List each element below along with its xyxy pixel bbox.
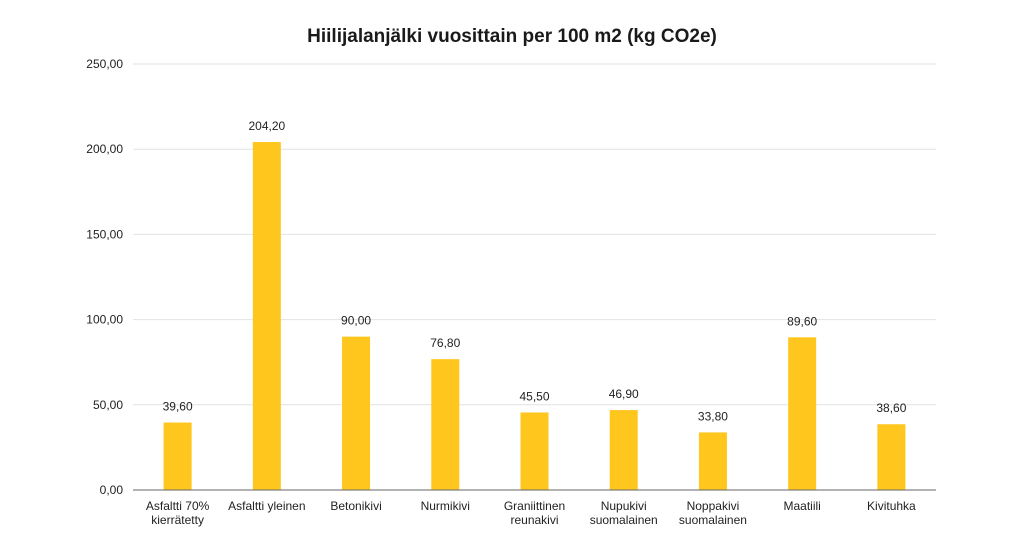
data-label: 45,50 — [519, 389, 549, 403]
category-label: reunakivi — [510, 513, 558, 527]
category-label: Noppakivi — [687, 499, 740, 513]
y-tick-label: 50,00 — [93, 398, 123, 412]
data-label: 39,60 — [163, 400, 193, 414]
category-label: suomalainen — [679, 513, 747, 527]
category-label: Kivituhka — [867, 499, 916, 513]
bar — [520, 412, 549, 490]
data-label: 33,80 — [698, 409, 728, 423]
data-label: 76,80 — [430, 336, 460, 350]
y-tick-label: 100,00 — [86, 313, 123, 327]
category-label: Nupukivi — [601, 499, 647, 513]
bar — [163, 422, 192, 490]
y-tick-label: 250,00 — [86, 57, 123, 71]
category-label: Maatiili — [783, 499, 820, 513]
chart-title: Hiilijalanjälki vuosittain per 100 m2 (k… — [307, 26, 717, 47]
data-label: 90,00 — [341, 314, 371, 328]
bar — [342, 336, 371, 490]
category-label: Asfaltti 70% — [146, 499, 210, 513]
category-label: Betonikivi — [330, 499, 381, 513]
category-label: Nurmikivi — [421, 499, 470, 513]
data-label: 89,60 — [787, 314, 817, 328]
y-tick-label: 0,00 — [100, 483, 124, 497]
data-label: 46,90 — [609, 387, 639, 401]
data-label: 38,60 — [876, 401, 906, 415]
category-label: Asfaltti yleinen — [228, 499, 305, 513]
bar — [877, 424, 906, 490]
x-axis-tick-labels: Asfaltti 70%kierrätetty Asfaltti yleinen B… — [146, 499, 916, 527]
bar — [788, 337, 817, 490]
y-tick-label: 150,00 — [86, 227, 123, 241]
bars — [163, 142, 906, 490]
category-label: suomalainen — [590, 513, 658, 527]
bar — [252, 142, 281, 490]
y-tick-label: 200,00 — [86, 142, 123, 156]
bar — [609, 410, 638, 490]
category-label: Graniittinen — [504, 499, 565, 513]
data-label: 204,20 — [248, 119, 285, 133]
bar — [431, 359, 460, 490]
bar — [698, 432, 727, 490]
y-axis-tick-labels: 0,00 50,00 100,00 150,00 200,00 250,00 — [86, 57, 123, 497]
data-labels: 39,60 204,20 90,00 76,80 45,50 46,90 33,80 89,6… — [163, 119, 907, 423]
category-label: kierrätetty — [151, 513, 204, 527]
